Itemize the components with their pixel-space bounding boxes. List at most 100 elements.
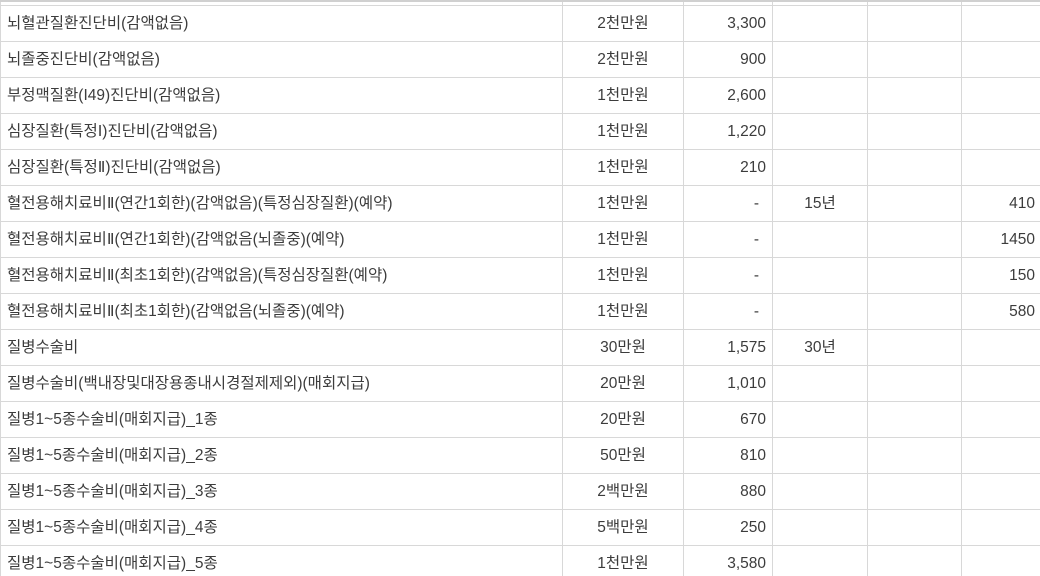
- cell-empty[interactable]: [868, 330, 962, 365]
- cell-right-value[interactable]: [962, 6, 1040, 41]
- cell-right-value[interactable]: 1450: [1000, 230, 1035, 248]
- cell-coverage-amount[interactable]: 1천만원: [563, 546, 684, 576]
- cell-coverage-amount[interactable]: 2천만원: [563, 42, 684, 77]
- cell-right-value[interactable]: [962, 474, 1040, 509]
- cell-period[interactable]: 15년: [773, 186, 868, 221]
- cell-period[interactable]: [773, 114, 868, 149]
- cell-period[interactable]: [773, 546, 868, 576]
- cell-period[interactable]: [773, 510, 868, 545]
- cell-period[interactable]: [773, 402, 868, 437]
- cell-empty[interactable]: [868, 402, 962, 437]
- cell-period[interactable]: [773, 150, 868, 185]
- cell-premium[interactable]: 2,600: [684, 78, 773, 113]
- cell-item[interactable]: 심장질환(특정Ⅰ)진단비(감액없음): [0, 114, 563, 149]
- cell-item[interactable]: 혈전용해치료비Ⅱ(연간1회한)(감액없음)(특정심장질환)(예약): [0, 186, 563, 221]
- cell-premium[interactable]: [684, 2, 773, 5]
- cell-premium[interactable]: 3,300: [684, 6, 773, 41]
- cell-premium[interactable]: -: [684, 294, 773, 329]
- cell-empty[interactable]: [868, 42, 962, 77]
- cell-right-value[interactable]: [962, 2, 1040, 5]
- cell-coverage-amount[interactable]: 1천만원: [563, 258, 684, 293]
- cell-empty[interactable]: [868, 2, 962, 5]
- cell-premium[interactable]: 250: [684, 510, 773, 545]
- cell-right-value[interactable]: [962, 510, 1040, 545]
- cell-right-value[interactable]: 150: [1009, 266, 1035, 284]
- cell-item[interactable]: 혈전용해치료비Ⅱ(연간1회한)(감액없음(뇌졸중)(예약): [0, 222, 563, 257]
- cell-empty[interactable]: [868, 294, 962, 329]
- cell-coverage-amount[interactable]: 2백만원: [563, 474, 684, 509]
- cell-item[interactable]: 혈전용해치료비Ⅱ(최초1회한)(감액없음)(특정심장질환(예약): [0, 258, 563, 293]
- cell-coverage-amount[interactable]: 1천만원: [563, 114, 684, 149]
- cell-right-value[interactable]: [962, 402, 1040, 437]
- cell-period[interactable]: [773, 6, 868, 41]
- cell-coverage-amount[interactable]: 20만원: [563, 366, 684, 401]
- cell-empty[interactable]: [868, 438, 962, 473]
- cell-item[interactable]: 뇌졸중진단비(감액없음): [0, 42, 563, 77]
- cell-coverage-amount[interactable]: 1천만원: [563, 222, 684, 257]
- cell-period[interactable]: [773, 294, 868, 329]
- cell-period[interactable]: [773, 42, 868, 77]
- cell-item[interactable]: 질병1~5종수술비(매회지급)_1종: [0, 402, 563, 437]
- cell-empty[interactable]: [868, 6, 962, 41]
- cell-empty[interactable]: [868, 258, 962, 293]
- cell-item[interactable]: 뇌혈관질환진단비(감액없음): [0, 6, 563, 41]
- cell-empty[interactable]: [868, 510, 962, 545]
- cell-coverage-amount[interactable]: 5백만원: [563, 510, 684, 545]
- cell-right-value[interactable]: [962, 546, 1040, 576]
- cell-right-value[interactable]: 580: [1009, 302, 1035, 320]
- cell-coverage-amount[interactable]: 1천만원: [563, 78, 684, 113]
- cell-right-value[interactable]: [962, 330, 1040, 365]
- cell-empty[interactable]: [868, 114, 962, 149]
- cell-period[interactable]: [773, 2, 868, 5]
- cell-coverage-amount[interactable]: 2천만원: [563, 6, 684, 41]
- cell-item[interactable]: 혈전용해치료비Ⅱ(최초1회한)(감액없음(뇌졸중)(예약): [0, 294, 563, 329]
- cell-empty[interactable]: [868, 150, 962, 185]
- cell-item[interactable]: 질병1~5종수술비(매회지급)_2종: [0, 438, 563, 473]
- cell-period[interactable]: [773, 438, 868, 473]
- cell-item[interactable]: 질병1~5종수술비(매회지급)_4종: [0, 510, 563, 545]
- cell-premium[interactable]: -: [684, 186, 773, 221]
- cell-coverage-amount[interactable]: [563, 2, 684, 5]
- cell-coverage-amount[interactable]: 1천만원: [563, 186, 684, 221]
- cell-empty[interactable]: [868, 546, 962, 576]
- cell-period[interactable]: [773, 222, 868, 257]
- cell-premium[interactable]: 1,010: [684, 366, 773, 401]
- cell-premium[interactable]: -: [684, 258, 773, 293]
- cell-item[interactable]: 질병1~5종수술비(매회지급)_5종: [0, 546, 563, 576]
- cell-item[interactable]: 질병1~5종수술비(매회지급)_3종: [0, 474, 563, 509]
- cell-empty[interactable]: [868, 222, 962, 257]
- cell-item[interactable]: 부정맥질환(I49)진단비(감액없음): [0, 78, 563, 113]
- cell-right-value[interactable]: [962, 438, 1040, 473]
- cell-empty[interactable]: [868, 474, 962, 509]
- cell-right-value[interactable]: [962, 150, 1040, 185]
- cell-right-value[interactable]: [962, 42, 1040, 77]
- cell-right-value[interactable]: [962, 78, 1040, 113]
- cell-premium[interactable]: 810: [684, 438, 773, 473]
- cell-premium[interactable]: 210: [684, 150, 773, 185]
- cell-coverage-amount[interactable]: 30만원: [563, 330, 684, 365]
- cell-item[interactable]: 질병수술비: [0, 330, 563, 365]
- cell-premium[interactable]: 1,220: [684, 114, 773, 149]
- cell-item[interactable]: 질병수술비(백내장및대장용종내시경절제제외)(매회지급): [0, 366, 563, 401]
- cell-premium[interactable]: 3,580: [684, 546, 773, 576]
- cell-item[interactable]: [0, 2, 563, 5]
- cell-premium[interactable]: -: [684, 222, 773, 257]
- cell-right-value[interactable]: 410: [1009, 194, 1035, 212]
- cell-premium[interactable]: 670: [684, 402, 773, 437]
- cell-period[interactable]: [773, 474, 868, 509]
- cell-coverage-amount[interactable]: 1천만원: [563, 150, 684, 185]
- cell-period[interactable]: [773, 366, 868, 401]
- cell-right-value[interactable]: [962, 114, 1040, 149]
- cell-premium[interactable]: 900: [684, 42, 773, 77]
- cell-premium[interactable]: 880: [684, 474, 773, 509]
- cell-period[interactable]: [773, 78, 868, 113]
- cell-coverage-amount[interactable]: 50만원: [563, 438, 684, 473]
- cell-empty[interactable]: [868, 366, 962, 401]
- cell-coverage-amount[interactable]: 1천만원: [563, 294, 684, 329]
- cell-period[interactable]: [773, 258, 868, 293]
- cell-coverage-amount[interactable]: 20만원: [563, 402, 684, 437]
- cell-right-value[interactable]: [962, 366, 1040, 401]
- cell-premium[interactable]: 1,575: [684, 330, 773, 365]
- cell-empty[interactable]: [868, 78, 962, 113]
- cell-period[interactable]: 30년: [773, 330, 868, 365]
